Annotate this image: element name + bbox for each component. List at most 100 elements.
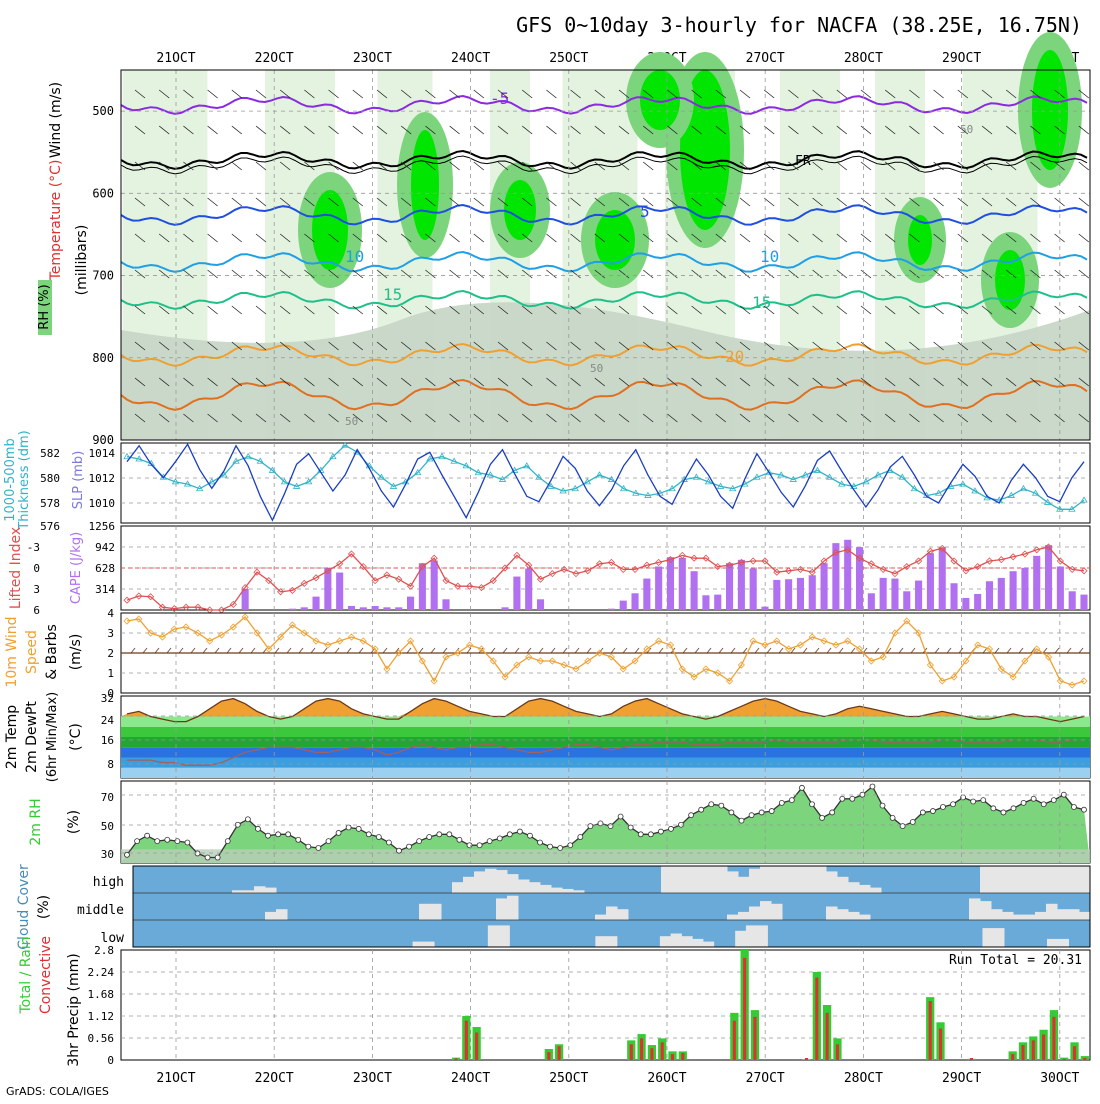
thickness-series-point xyxy=(619,484,628,492)
wind-barb xyxy=(328,197,339,207)
wind-barb xyxy=(352,377,364,387)
wind-barb xyxy=(376,341,388,351)
cape-bar xyxy=(1045,545,1053,610)
wind-barb xyxy=(763,233,775,243)
contour-label: 15 xyxy=(752,293,771,312)
wind-barb xyxy=(546,197,557,207)
wind-speed-series-point xyxy=(395,649,403,657)
surface-wind-barb xyxy=(718,647,724,654)
thickness-tick: 582 xyxy=(40,447,60,460)
wind-barb xyxy=(667,197,678,207)
wind-barb xyxy=(183,341,194,351)
wind-barb xyxy=(255,125,267,135)
wind-barb xyxy=(691,413,702,423)
rh-series-point xyxy=(970,798,977,805)
wind-barb xyxy=(473,89,485,99)
wind-barb xyxy=(546,305,557,315)
surface-wind-barb xyxy=(586,647,592,654)
contour-10 xyxy=(120,250,1088,273)
rh-band-bright xyxy=(595,210,635,270)
rh-series-point xyxy=(768,808,775,814)
lifted-series-point xyxy=(879,565,887,573)
precip-tick: 2.8 xyxy=(94,944,114,957)
wind-barb xyxy=(376,197,388,207)
precip-conv-bar xyxy=(969,1058,973,1060)
cloud-bar-high xyxy=(254,886,266,893)
cloud-bar-low xyxy=(412,941,424,947)
wind-barb xyxy=(691,269,702,279)
slp-tick: 1012 xyxy=(89,472,116,485)
wind-barb xyxy=(183,305,194,315)
precip-conv-bar xyxy=(557,1046,561,1060)
wind-speed-series-point xyxy=(761,641,769,649)
cape-bar xyxy=(761,606,769,610)
wind-barb xyxy=(788,89,799,99)
thickness-series-point xyxy=(268,466,277,473)
surface-wind-barb xyxy=(1066,647,1072,654)
cloud-bar-low xyxy=(1046,938,1059,947)
thickness-series-point xyxy=(1056,505,1064,512)
thickness-series-point xyxy=(414,468,422,476)
wind-speed-series-point xyxy=(796,641,805,649)
lifted-series-point xyxy=(513,551,521,559)
wind-speed-series-point xyxy=(737,661,745,669)
wind-barb xyxy=(812,269,823,279)
rh-series-point xyxy=(164,836,171,843)
wind-speed-series-point xyxy=(253,629,261,637)
cape-bar xyxy=(666,557,675,610)
wind-barb xyxy=(691,161,702,171)
lifted-series-point xyxy=(489,577,497,585)
wind-barb xyxy=(618,413,630,423)
wind-barb xyxy=(667,233,678,243)
wind-barb xyxy=(158,377,170,387)
wind-barb xyxy=(497,413,509,423)
wind-barb xyxy=(788,269,799,279)
rh-legend-swatch xyxy=(38,280,52,335)
wind-barb xyxy=(715,197,727,207)
thickness-series-point xyxy=(765,468,773,476)
wind-barb xyxy=(788,413,799,423)
wind-barb xyxy=(328,413,339,423)
rh-series-point xyxy=(265,832,271,839)
wind-barb xyxy=(279,305,291,315)
slp-tick: 1014 xyxy=(89,447,116,460)
wind-barb xyxy=(304,233,315,243)
wind-barb xyxy=(1078,125,1090,135)
surface-wind-barb xyxy=(622,647,628,654)
lifted-label: Lifted Index xyxy=(8,527,24,609)
lifted-series-point xyxy=(395,575,403,583)
lifted-series-point xyxy=(288,586,296,594)
thickness-series-point xyxy=(498,475,507,482)
rh-unit-label: (%) xyxy=(66,810,82,834)
thickness-series-point xyxy=(644,491,652,498)
lifted-series-point xyxy=(525,561,533,569)
wind-barb xyxy=(691,233,702,243)
surface-wind-barb xyxy=(346,647,352,654)
cloud-unit-label: (%) xyxy=(36,895,52,919)
wind-barb xyxy=(691,197,702,207)
wind-barb xyxy=(425,161,436,171)
wind-barb xyxy=(473,377,485,387)
wind-barb xyxy=(134,413,146,423)
date-tick-bottom: 29OCT xyxy=(942,1071,981,1086)
upper-rh-label: RH (%) xyxy=(37,284,52,329)
cape-bar xyxy=(879,577,887,610)
thickness-series-point xyxy=(874,471,882,478)
surface-wind-barb xyxy=(1018,647,1024,654)
wind-speed-series-point xyxy=(324,641,332,649)
wind-speed-series-point xyxy=(1009,673,1017,681)
contour-20 xyxy=(120,342,1088,367)
date-tick-top: 21OCT xyxy=(156,51,195,66)
wind-barb xyxy=(909,413,920,423)
rh-series-point xyxy=(406,843,412,850)
wind-barb xyxy=(425,89,436,99)
wind-barb xyxy=(1030,125,1041,135)
wind-barb xyxy=(400,377,412,387)
cape-bar xyxy=(619,600,627,610)
wind-barb xyxy=(1078,341,1090,351)
wind-speed-series-point xyxy=(489,657,497,665)
lifted-series-point xyxy=(312,574,320,582)
wind-barb xyxy=(933,161,944,171)
lifted-series-point xyxy=(974,563,982,571)
rh-series-point xyxy=(305,843,312,850)
